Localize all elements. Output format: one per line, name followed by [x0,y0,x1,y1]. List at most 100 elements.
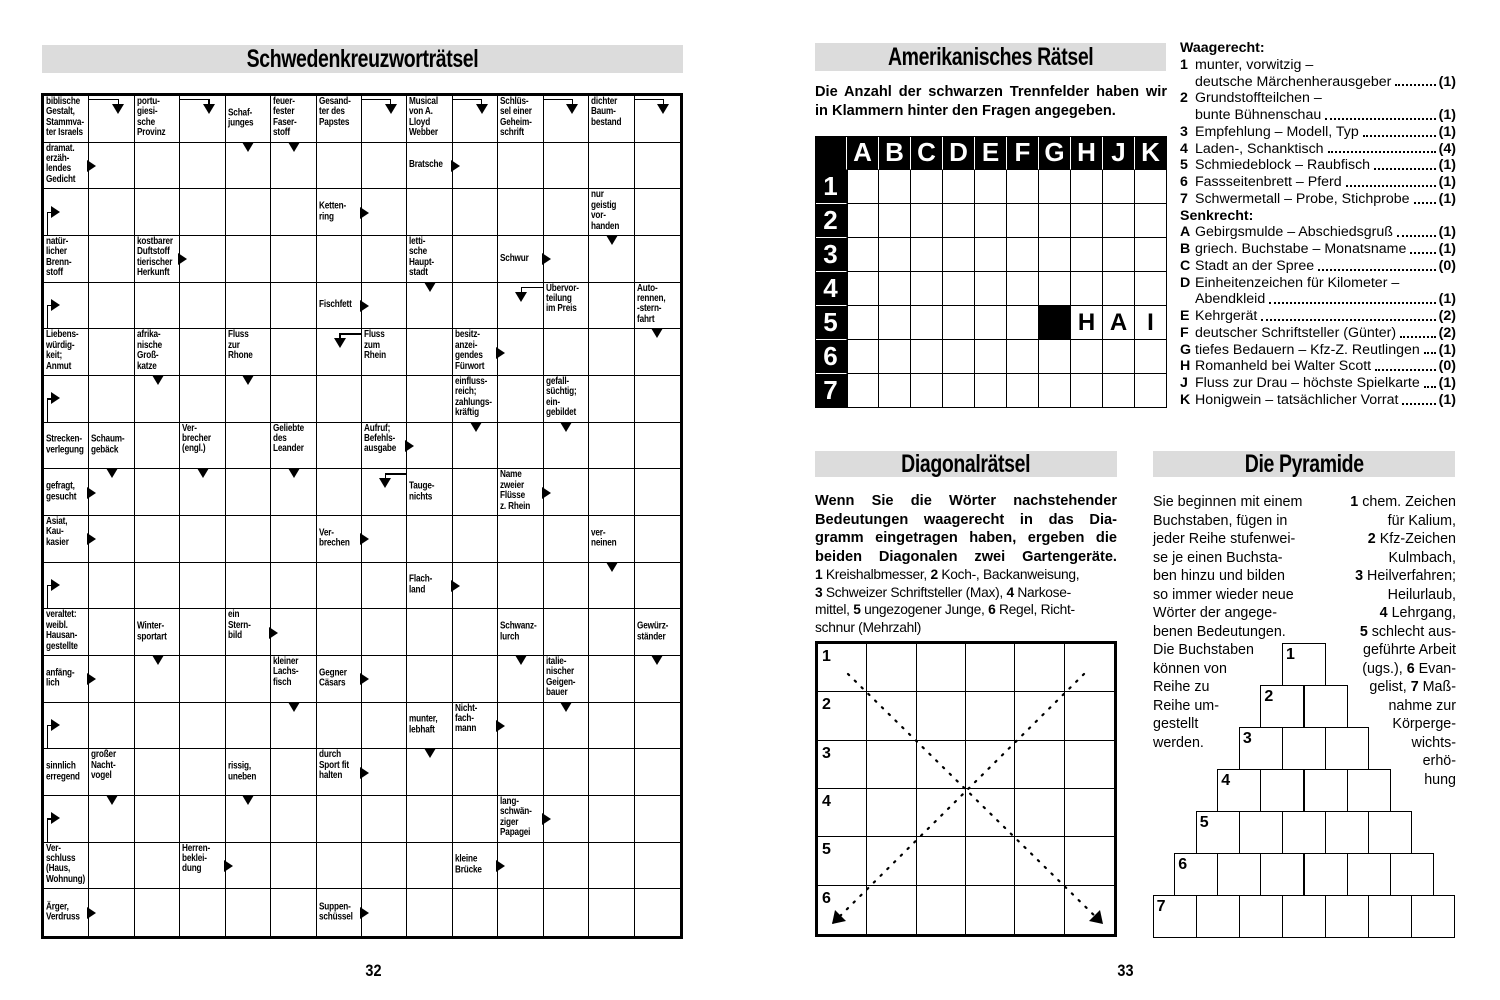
answer-cell[interactable] [271,842,317,890]
answer-cell[interactable] [180,656,226,703]
answer-cell[interactable] [1238,895,1283,938]
answer-cell[interactable] [362,376,408,423]
answer-cell[interactable] [1368,811,1413,854]
answer-cell[interactable] [134,516,181,563]
answer-cell[interactable] [916,692,966,741]
answer-cell[interactable] [1071,340,1103,374]
answer-cell[interactable] [407,189,453,236]
answer-cell[interactable] [1281,895,1327,938]
answer-cell[interactable] [1325,811,1370,854]
answer-cell[interactable] [362,142,408,190]
answer-cell[interactable] [452,516,499,563]
answer-cell[interactable] [589,469,635,516]
answer-cell[interactable] [1071,272,1103,306]
answer-cell[interactable] [180,796,226,843]
answer-cell[interactable] [589,796,635,843]
answer-cell[interactable] [634,749,680,796]
answer-cell[interactable] [1007,238,1039,272]
answer-cell[interactable] [916,837,966,886]
answer-cell[interactable] [362,516,408,563]
answer-cell[interactable] [943,374,975,408]
answer-cell[interactable] [316,142,362,190]
answer-cell[interactable] [966,789,1016,838]
answer-cell[interactable] [134,282,181,330]
answer-cell[interactable] [89,562,135,610]
answer-cell[interactable] [498,189,544,236]
answer-cell[interactable] [271,236,317,283]
answer-cell[interactable] [134,142,181,190]
answer-cell[interactable] [180,142,226,190]
answer-cell[interactable] [975,238,1007,272]
answer-cell[interactable] [1064,789,1114,838]
answer-cell[interactable] [225,796,272,843]
answer-cell[interactable] [225,282,272,330]
answer-cell[interactable]: 7 [1152,895,1197,938]
answer-cell[interactable] [1135,374,1167,408]
answer-cell[interactable] [226,889,272,936]
answer-cell[interactable] [498,749,544,796]
answer-cell[interactable] [316,562,362,610]
answer-cell[interactable] [634,516,680,563]
answer-cell[interactable] [89,609,135,656]
answer-cell[interactable] [44,376,90,423]
answer-cell[interactable] [847,272,879,306]
answer-cell[interactable] [316,236,362,283]
answer-cell[interactable] [452,469,499,516]
answer-cell[interactable] [847,170,879,204]
answer-cell[interactable] [867,740,917,789]
answer-cell[interactable] [271,749,317,796]
answer-cell[interactable] [1007,340,1039,374]
answer-cell[interactable] [180,516,226,563]
answer-cell[interactable] [943,340,975,374]
answer-cell[interactable] [543,469,590,516]
answer-cell[interactable] [180,376,226,423]
answer-cell[interactable] [271,609,317,656]
answer-cell[interactable] [271,329,317,376]
answer-cell[interactable] [543,422,590,470]
answer-cell[interactable] [1368,895,1413,938]
answer-cell[interactable] [225,189,272,236]
answer-cell[interactable] [407,376,453,423]
answer-cell[interactable] [316,796,362,843]
answer-cell[interactable] [1007,374,1039,408]
answer-cell[interactable] [1071,204,1103,238]
answer-cell[interactable] [89,469,135,516]
answer-cell[interactable] [589,562,635,610]
answer-cell[interactable] [362,96,408,143]
answer-cell[interactable] [135,889,181,936]
answer-cell[interactable] [975,340,1007,374]
answer-cell[interactable] [89,656,135,703]
answer-cell[interactable] [634,563,680,610]
answer-cell[interactable] [498,656,544,703]
answer-cell[interactable] [225,656,272,703]
answer-cell[interactable] [362,189,408,236]
answer-cell[interactable] [1039,204,1071,238]
answer-cell[interactable] [543,842,590,890]
answer-cell[interactable] [879,170,911,204]
answer-cell[interactable] [1135,204,1167,238]
answer-cell[interactable] [134,469,181,516]
answer-cell[interactable] [407,329,453,376]
answer-cell[interactable] [1071,374,1103,408]
answer-cell[interactable] [316,329,362,376]
answer-cell[interactable] [589,142,635,190]
answer-cell[interactable] [362,749,408,796]
answer-cell[interactable] [271,516,317,563]
answer-cell[interactable] [180,96,226,143]
answer-cell[interactable] [89,329,135,376]
answer-cell[interactable] [1303,853,1348,896]
answer-cell[interactable] [271,562,317,610]
answer-cell[interactable] [634,189,680,236]
answer-cell[interactable] [44,562,90,610]
answer-cell[interactable] [453,889,499,936]
answer-cell[interactable] [407,842,453,890]
answer-cell[interactable] [1238,811,1283,854]
answer-cell[interactable] [543,562,590,610]
answer-cell[interactable] [452,562,499,610]
answer-cell[interactable] [966,692,1016,741]
answer-cell[interactable] [134,376,181,423]
answer-cell[interactable] [1103,238,1135,272]
answer-cell[interactable] [271,889,317,936]
answer-cell[interactable] [407,796,453,843]
answer-cell[interactable] [134,562,181,610]
